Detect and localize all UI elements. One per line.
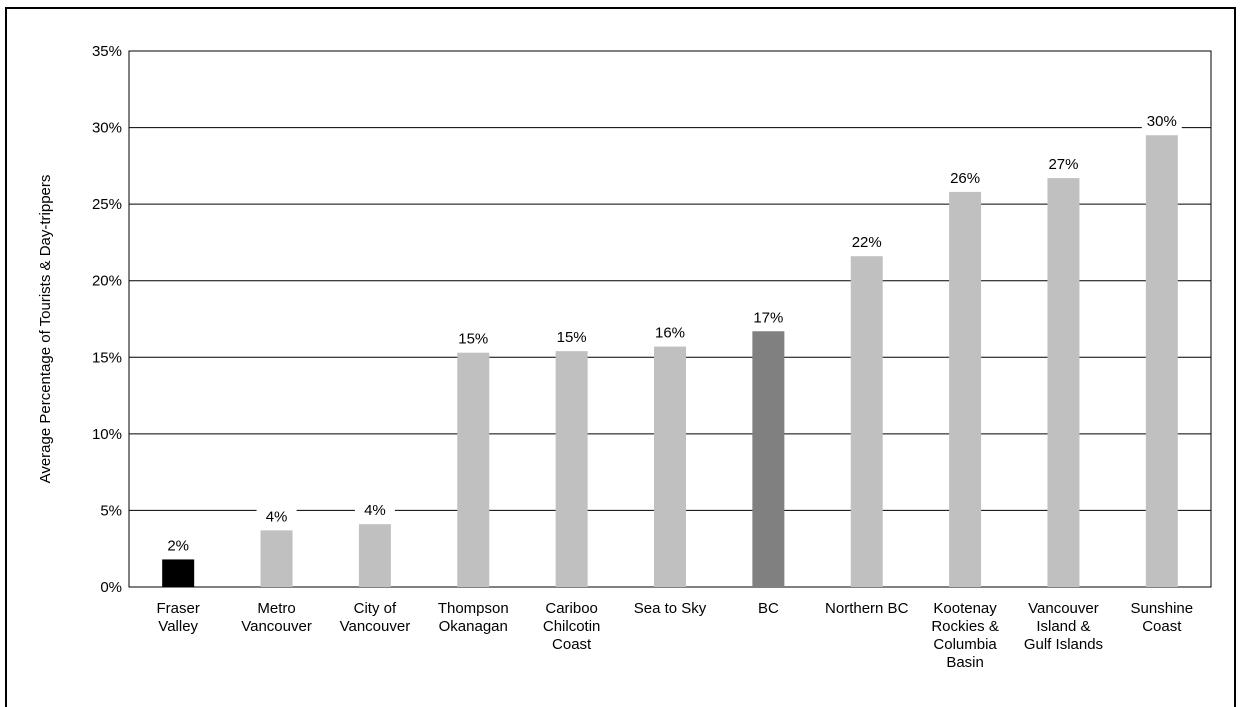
data-label: 2% xyxy=(167,537,189,554)
data-label: 15% xyxy=(458,331,488,348)
category-label: City of Vancouver xyxy=(340,600,411,635)
category-label: BC xyxy=(758,600,779,617)
category-label-line: Basin xyxy=(946,654,984,671)
data-label: 4% xyxy=(266,508,288,525)
data-label-background xyxy=(453,329,494,348)
data-label-background xyxy=(256,507,297,526)
category-label-line: Vancouver xyxy=(340,618,411,635)
data-label: 30% xyxy=(1147,113,1177,130)
category-label-line: Columbia xyxy=(933,636,997,653)
category-label: Vancouver Island & Gulf Islands xyxy=(1024,600,1103,653)
data-label-background xyxy=(1141,112,1182,131)
data-label-background xyxy=(650,323,690,342)
data-labels: 2% 4% 4% 15% 15% 16% 17% 22% 26% 27% 30% xyxy=(158,112,1182,555)
bar xyxy=(260,530,293,587)
data-label: 17% xyxy=(753,309,783,326)
data-label: 4% xyxy=(364,502,386,519)
data-label-background xyxy=(748,308,789,327)
category-label: Thompson Okanagan xyxy=(438,600,509,635)
y-tick-label: 25% xyxy=(92,196,122,213)
category-label: Metro Vancouver xyxy=(241,600,312,635)
category-label-line: Northern BC xyxy=(825,600,909,617)
data-label: 26% xyxy=(950,170,980,187)
y-axis-title: Average Percentage of Tourists & Day-tri… xyxy=(37,175,54,484)
data-label-background xyxy=(846,233,887,252)
data-label: 27% xyxy=(1048,156,1078,173)
category-label: Sunshine Coast xyxy=(1131,600,1194,635)
category-label-line: Okanagan xyxy=(439,618,508,635)
bar xyxy=(457,352,490,587)
category-label-line: Sunshine xyxy=(1131,600,1194,617)
y-tick-label: 35% xyxy=(92,43,122,60)
category-label: Kootenay Rockies & Columbia Basin xyxy=(931,600,999,671)
category-label-line: Chilcotin xyxy=(543,618,601,635)
category-label-line: BC xyxy=(758,600,779,617)
y-tick-label: 0% xyxy=(100,579,122,596)
y-tick-labels: 0% 5% 10% 15% 20% 25% 30% 35% xyxy=(92,43,122,596)
category-label-line: City of xyxy=(354,600,397,617)
bars xyxy=(162,135,1178,588)
category-label-line: Sea to Sky xyxy=(634,600,707,617)
category-label: Cariboo Chilcotin Coast xyxy=(543,600,601,653)
category-label-line: Coast xyxy=(552,636,592,653)
category-label-line: Coast xyxy=(1142,618,1182,635)
data-label-background xyxy=(551,328,592,347)
bar xyxy=(752,331,785,587)
bar xyxy=(162,559,195,587)
data-label-background xyxy=(158,536,199,555)
bar xyxy=(358,524,391,587)
bar xyxy=(1047,178,1080,587)
bar xyxy=(555,351,588,587)
category-label-line: Fraser xyxy=(157,600,200,617)
category-label-line: Valley xyxy=(158,618,198,635)
data-label-background xyxy=(1043,155,1084,174)
y-tick-label: 10% xyxy=(92,426,122,443)
category-label-line: Kootenay xyxy=(933,600,997,617)
category-label-line: Cariboo xyxy=(545,600,598,617)
bar xyxy=(949,191,982,588)
data-label: 15% xyxy=(557,329,587,346)
category-label: Northern BC xyxy=(825,600,909,617)
data-label: 22% xyxy=(852,234,882,251)
category-label-line: Vancouver xyxy=(1028,600,1099,617)
y-tick-label: 20% xyxy=(92,273,122,290)
bar xyxy=(1145,135,1178,587)
category-label-line: Rockies & xyxy=(931,618,999,635)
category-label-line: Metro xyxy=(257,600,295,617)
category-label-line: Vancouver xyxy=(241,618,312,635)
category-label-line: Gulf Islands xyxy=(1024,636,1103,653)
data-label-background xyxy=(354,501,395,520)
y-tick-label: 30% xyxy=(92,120,122,137)
category-label-line: Thompson xyxy=(438,600,509,617)
category-label: Fraser Valley xyxy=(157,600,200,635)
y-tick-label: 15% xyxy=(92,349,122,366)
data-label-background xyxy=(945,168,986,187)
bar xyxy=(850,256,883,587)
y-tick-label: 5% xyxy=(100,502,122,519)
bar xyxy=(654,346,686,587)
data-label: 16% xyxy=(655,325,685,342)
category-label-line: Island & xyxy=(1036,618,1090,635)
category-label: Sea to Sky xyxy=(634,600,707,617)
